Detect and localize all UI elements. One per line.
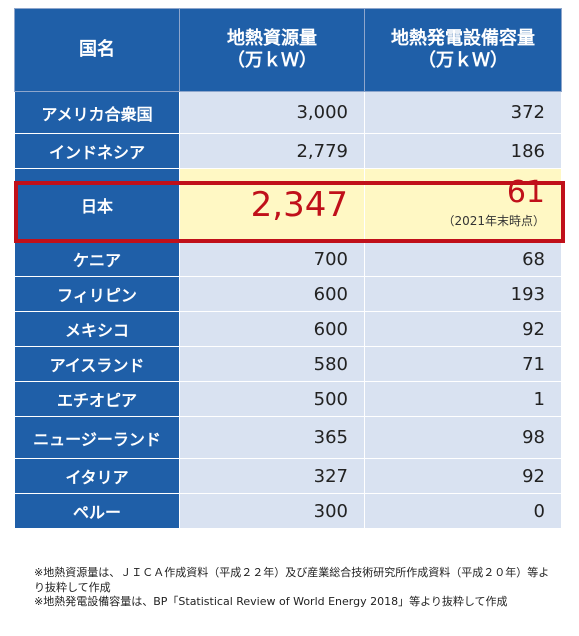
resource-cell: 327: [179, 458, 365, 494]
resource-cell: 500: [179, 381, 365, 417]
header-resource-text: 地熱資源量 （万ｋＷ）: [227, 27, 317, 72]
capacity-cell: 372: [364, 91, 562, 134]
capacity-value: 61: [506, 175, 545, 210]
table-row: ペルー 300 0: [14, 493, 562, 529]
footnote-resource: ※地熱資源量は、ＪＩＣＡ作成資料（平成２２年）及び産業総合技術研究所作成資料（平…: [34, 566, 550, 594]
capacity-cell: 186: [364, 133, 562, 169]
country-cell: アメリカ合衆国: [14, 91, 180, 134]
header-capacity: 地熱発電設備容量 （万ｋＷ）: [364, 8, 562, 92]
resource-cell: 2,779: [179, 133, 365, 169]
country-cell: ケニア: [14, 241, 180, 277]
header-country: 国名: [14, 8, 180, 92]
geothermal-table-container: 国名 地熱資源量 （万ｋＷ） 地熱発電設備容量 （万ｋＷ） アメリカ合衆国 3,…: [14, 8, 565, 529]
capacity-note: （2021年末時点）: [442, 214, 545, 228]
footnote-capacity: ※地熱発電設備容量は、BP「Statistical Review of Worl…: [34, 595, 508, 609]
resource-cell: 365: [179, 416, 365, 459]
resource-cell: 2,347: [179, 168, 365, 242]
country-cell: メキシコ: [14, 311, 180, 347]
table-row: ニュージーランド 365 98: [14, 416, 562, 459]
country-cell: インドネシア: [14, 133, 180, 169]
table-row: ケニア 700 68: [14, 241, 562, 277]
footnotes: ※地熱資源量は、ＪＩＣＡ作成資料（平成２２年）及び産業総合技術研究所作成資料（平…: [34, 566, 554, 610]
resource-cell: 600: [179, 276, 365, 312]
table-row: イタリア 327 92: [14, 458, 562, 494]
header-capacity-text: 地熱発電設備容量 （万ｋＷ）: [391, 27, 535, 72]
country-cell: ペルー: [14, 493, 180, 529]
resource-cell: 700: [179, 241, 365, 277]
capacity-cell: 92: [364, 458, 562, 494]
country-cell: イタリア: [14, 458, 180, 494]
country-cell: ニュージーランド: [14, 416, 180, 459]
table-row: フィリピン 600 193: [14, 276, 562, 312]
capacity-cell: 0: [364, 493, 562, 529]
resource-cell: 580: [179, 346, 365, 382]
capacity-cell-japan: 61 （2021年末時点）: [364, 168, 562, 242]
table-row: インドネシア 2,779 186: [14, 133, 562, 169]
table-row: アイスランド 580 71: [14, 346, 562, 382]
geothermal-table: 国名 地熱資源量 （万ｋＷ） 地熱発電設備容量 （万ｋＷ） アメリカ合衆国 3,…: [14, 8, 562, 529]
header-resource: 地熱資源量 （万ｋＷ）: [179, 8, 365, 92]
capacity-cell: 92: [364, 311, 562, 347]
table-row: エチオピア 500 1: [14, 381, 562, 417]
resource-cell: 300: [179, 493, 365, 529]
country-cell: エチオピア: [14, 381, 180, 417]
table-row-japan: 日本 2,347 61 （2021年末時点）: [14, 168, 562, 242]
capacity-cell: 68: [364, 241, 562, 277]
capacity-cell: 98: [364, 416, 562, 459]
table-row: メキシコ 600 92: [14, 311, 562, 347]
capacity-cell: 71: [364, 346, 562, 382]
country-cell: 日本: [14, 168, 180, 242]
table-row: アメリカ合衆国 3,000 372: [14, 91, 562, 134]
header-row: 国名 地熱資源量 （万ｋＷ） 地熱発電設備容量 （万ｋＷ）: [14, 8, 562, 92]
country-cell: アイスランド: [14, 346, 180, 382]
capacity-cell: 1: [364, 381, 562, 417]
country-cell: フィリピン: [14, 276, 180, 312]
capacity-cell: 193: [364, 276, 562, 312]
resource-cell: 3,000: [179, 91, 365, 134]
resource-cell: 600: [179, 311, 365, 347]
